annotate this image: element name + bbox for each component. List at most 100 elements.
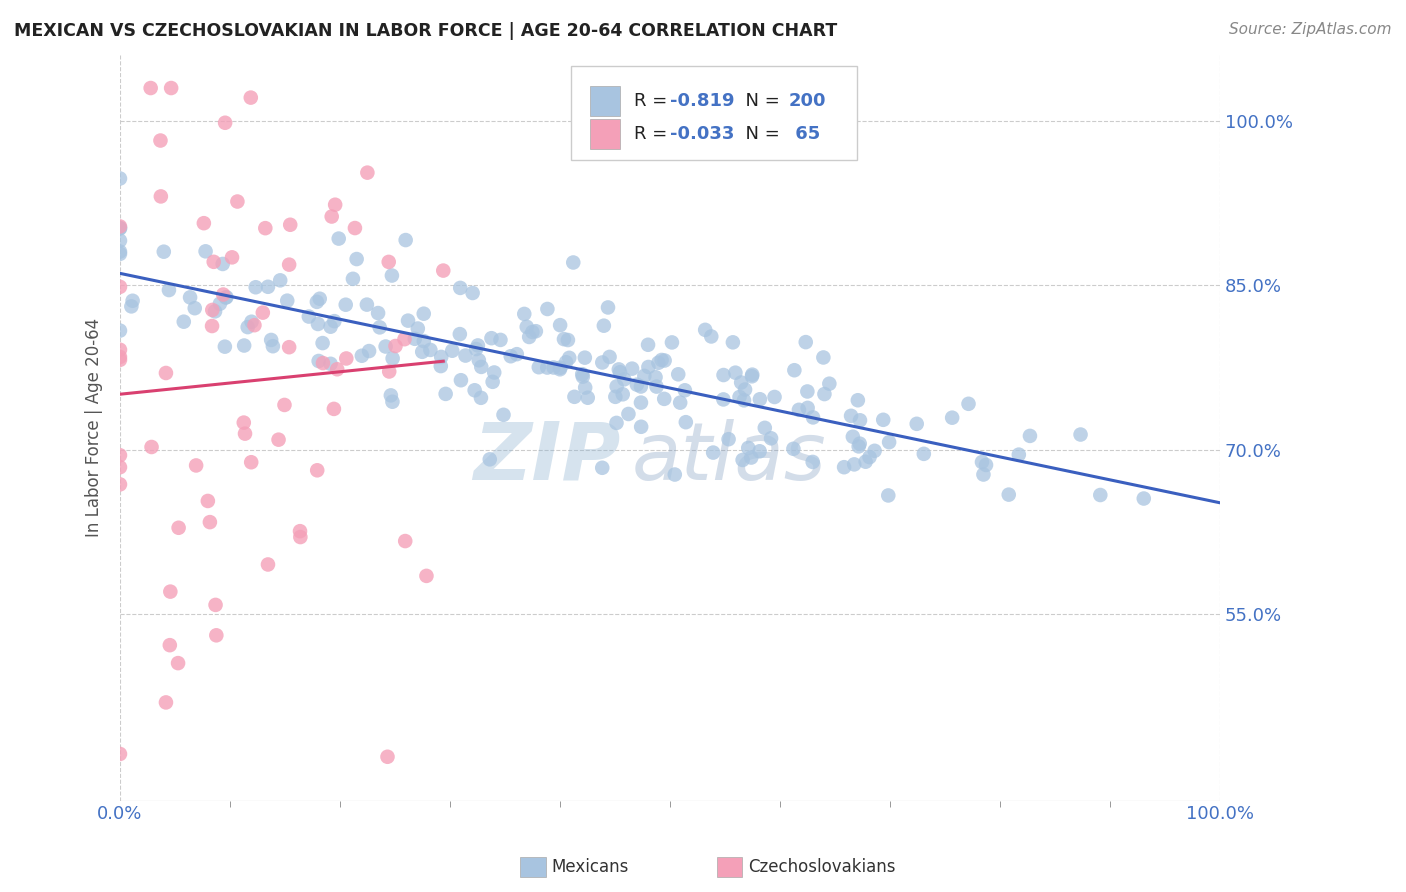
Point bbox=[633, 368, 655, 383]
Point bbox=[855, 455, 877, 469]
Point bbox=[432, 263, 454, 277]
Point bbox=[201, 302, 224, 317]
Point bbox=[449, 327, 471, 342]
Point bbox=[492, 408, 515, 422]
Point bbox=[108, 247, 131, 261]
Point bbox=[305, 294, 328, 309]
Point bbox=[574, 351, 596, 365]
Point bbox=[941, 410, 963, 425]
Text: -0.033: -0.033 bbox=[669, 125, 734, 144]
Point bbox=[167, 521, 190, 535]
Point bbox=[205, 628, 228, 642]
Point bbox=[108, 747, 131, 761]
Point bbox=[298, 310, 321, 324]
Point bbox=[149, 189, 172, 203]
Point bbox=[108, 221, 131, 235]
Point bbox=[796, 401, 818, 415]
Point bbox=[346, 252, 368, 266]
Point bbox=[613, 372, 636, 386]
Point bbox=[849, 413, 872, 427]
Point bbox=[675, 415, 697, 429]
Point bbox=[617, 407, 640, 421]
Point bbox=[141, 440, 163, 454]
Point bbox=[621, 361, 644, 376]
Point bbox=[1090, 488, 1112, 502]
Point bbox=[702, 445, 724, 459]
Point bbox=[669, 395, 692, 409]
Point bbox=[1008, 448, 1031, 462]
Point bbox=[167, 656, 190, 670]
Point bbox=[335, 298, 357, 312]
Point bbox=[121, 293, 143, 308]
Point bbox=[759, 431, 782, 445]
Point bbox=[290, 530, 312, 544]
Point bbox=[419, 343, 441, 357]
Point bbox=[308, 292, 330, 306]
Point bbox=[108, 350, 131, 364]
Point bbox=[240, 315, 263, 329]
Point bbox=[368, 320, 391, 334]
Point bbox=[152, 244, 174, 259]
Point bbox=[108, 171, 131, 186]
Point bbox=[591, 460, 613, 475]
Point bbox=[108, 280, 131, 294]
Point bbox=[571, 368, 593, 382]
Point bbox=[877, 488, 900, 502]
Point bbox=[411, 344, 433, 359]
Point bbox=[202, 255, 225, 269]
Point bbox=[912, 447, 935, 461]
Point bbox=[733, 393, 755, 408]
Point bbox=[319, 319, 342, 334]
Point bbox=[108, 221, 131, 235]
Point bbox=[612, 387, 634, 401]
Text: ZIP: ZIP bbox=[472, 418, 620, 497]
Point bbox=[626, 377, 648, 392]
Point bbox=[609, 365, 631, 379]
Point bbox=[412, 307, 434, 321]
Point bbox=[430, 359, 453, 373]
Text: Source: ZipAtlas.com: Source: ZipAtlas.com bbox=[1229, 22, 1392, 37]
Point bbox=[278, 340, 301, 354]
Point bbox=[204, 598, 226, 612]
Point bbox=[415, 569, 437, 583]
Point bbox=[713, 368, 735, 382]
Point bbox=[394, 534, 416, 549]
Point bbox=[543, 360, 565, 375]
Text: Mexicans: Mexicans bbox=[551, 858, 628, 876]
Point bbox=[450, 373, 472, 387]
Point bbox=[257, 558, 280, 572]
Point bbox=[108, 460, 131, 475]
Point bbox=[108, 219, 131, 234]
Point bbox=[997, 488, 1019, 502]
Text: MEXICAN VS CZECHOSLOVAKIAN IN LABOR FORCE | AGE 20-64 CORRELATION CHART: MEXICAN VS CZECHOSLOVAKIAN IN LABOR FORC… bbox=[14, 22, 838, 40]
Point bbox=[212, 287, 235, 301]
Point bbox=[730, 376, 752, 390]
Point bbox=[596, 301, 619, 315]
Point bbox=[513, 307, 536, 321]
Point bbox=[108, 324, 131, 338]
Point bbox=[380, 388, 402, 402]
Point bbox=[160, 81, 183, 95]
Point bbox=[754, 421, 776, 435]
Point bbox=[839, 409, 862, 423]
Point bbox=[467, 338, 489, 352]
Point bbox=[731, 453, 754, 467]
Point bbox=[737, 441, 759, 455]
Point bbox=[970, 455, 993, 469]
Text: R =: R = bbox=[634, 125, 672, 144]
Point bbox=[592, 318, 614, 333]
Point bbox=[359, 344, 381, 359]
Point bbox=[558, 351, 581, 365]
Point bbox=[905, 417, 928, 431]
Point bbox=[404, 332, 426, 346]
Point bbox=[173, 315, 195, 329]
Point bbox=[748, 444, 770, 458]
Point bbox=[591, 355, 613, 369]
Point bbox=[184, 458, 207, 473]
Point bbox=[252, 305, 274, 319]
Point bbox=[377, 255, 399, 269]
Point bbox=[562, 255, 585, 269]
Point bbox=[813, 387, 835, 401]
Point bbox=[796, 384, 818, 399]
Point bbox=[1132, 491, 1154, 506]
